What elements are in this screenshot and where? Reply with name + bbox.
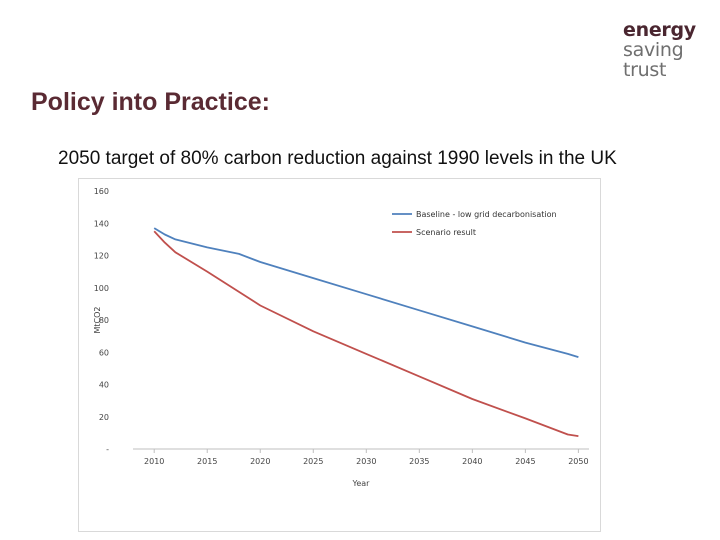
y-tick-label: 120 <box>94 252 109 261</box>
y-axis-title: MtCO2 <box>93 306 102 333</box>
y-tick-label: - <box>106 445 109 454</box>
x-axis: 2010 2015 2020 2025 2030 2035 2040 2045 2050 <box>133 448 589 466</box>
x-axis-title: Year <box>352 479 371 488</box>
slide-title: Policy into Practice: <box>31 88 270 116</box>
x-tick-label: 2020 <box>250 457 270 466</box>
y-tick-label: 20 <box>99 413 109 422</box>
x-tick-label: 2010 <box>144 457 164 466</box>
y-tick-label: 100 <box>94 284 109 293</box>
x-tick-label: 2035 <box>409 457 429 466</box>
y-tick-label: 140 <box>94 219 109 228</box>
x-tick-label: 2040 <box>462 457 482 466</box>
logo-line-saving: saving <box>623 39 684 61</box>
x-tick-label: 2030 <box>356 457 376 466</box>
y-tick-label: 160 <box>94 187 109 196</box>
chart-lines <box>153 227 579 437</box>
legend-label: Baseline - low grid decarbonisation <box>416 210 557 219</box>
y-tick-label: 40 <box>99 381 109 390</box>
series-line-scenario <box>153 230 579 437</box>
y-tick-label: 60 <box>99 348 109 357</box>
logo-line-trust: trust <box>623 59 667 81</box>
energy-saving-trust-logo: energy saving trust <box>623 20 703 80</box>
x-tick-label: 2050 <box>568 457 588 466</box>
y-axis: - 20 40 60 80 100 120 140 160 <box>94 187 109 454</box>
x-tick-label: 2015 <box>197 457 217 466</box>
chart-legend: Baseline - low grid decarbonisation Scena… <box>392 210 557 237</box>
logo-line-energy: energy <box>623 19 696 41</box>
y-tick-label: 80 <box>99 316 109 325</box>
x-tick-label: 2025 <box>303 457 323 466</box>
x-tick-label: 2045 <box>515 457 535 466</box>
chart-frame: -20 40 60 80 100 120 140 160 2010 2015 2020 2025 20… <box>78 178 601 532</box>
slide-subtitle: 2050 target of 80% carbon reduction agai… <box>58 148 617 169</box>
series-line-baseline <box>153 227 579 358</box>
legend-label: Scenario result <box>416 228 476 237</box>
